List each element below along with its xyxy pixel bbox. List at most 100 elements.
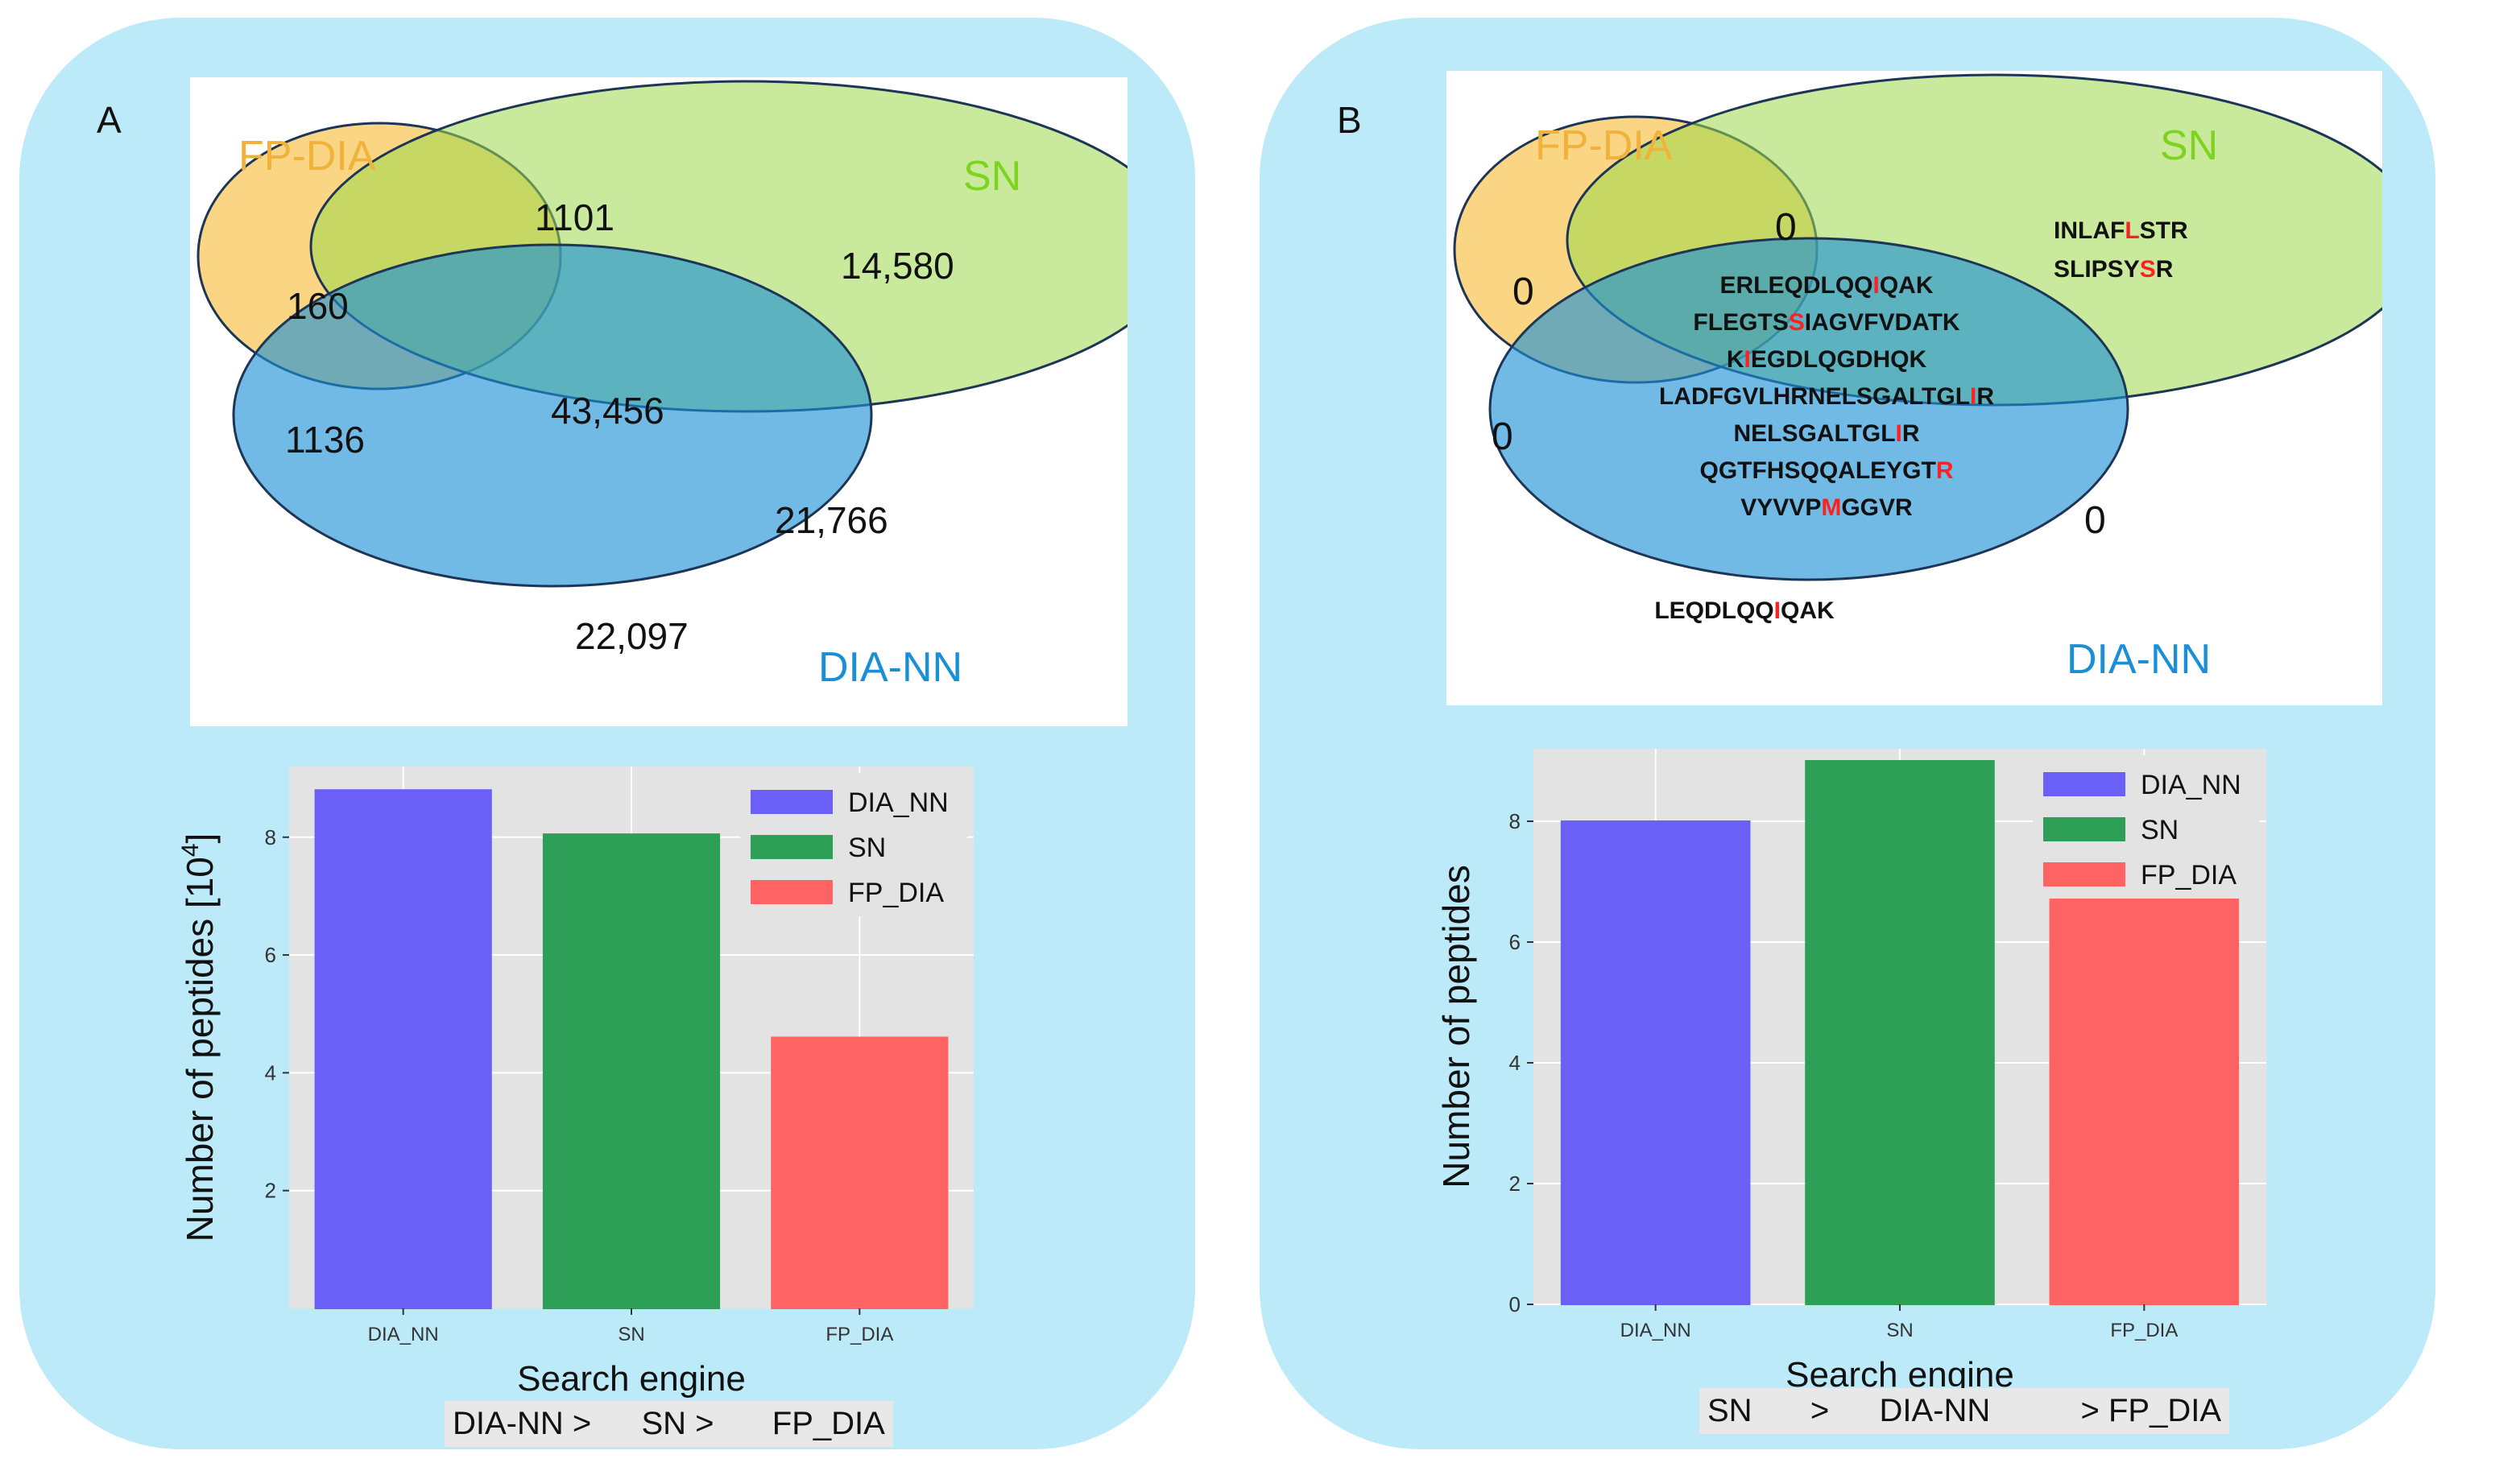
venn-diagram-a: FP-DIA SN DIA-NN 1101 14,580 160 43,456 … (197, 80, 1182, 691)
y-axis-label-text: Number of peptides [10 (179, 857, 221, 1242)
peptide-mutation: I (1970, 383, 1976, 410)
x-tick-label: DIA_NN (1620, 1320, 1691, 1341)
x-tick-label: SN (1886, 1320, 1913, 1341)
legend-swatch (2043, 817, 2125, 841)
peptide-segment: VYVVP (1740, 494, 1821, 521)
y-axis-label-bracket: ] (179, 833, 221, 844)
x-tick-label: DIA_NN (368, 1324, 439, 1345)
legend-swatch (2043, 862, 2125, 886)
peptide-segment: FLEGTS (1693, 309, 1788, 336)
peptide-mutation: S (2140, 256, 2156, 283)
peptide-mutation: L (2125, 217, 2139, 244)
venn-label-dia-nn: DIA-NN (818, 644, 962, 691)
venn-dia-only-peptides: LEQDLQQIQAK (1654, 597, 1835, 624)
venn-region-sn-dia: 21,766 (775, 499, 888, 541)
peptide-sequence: LADFGVLHRNELSGALTGLIR (1659, 383, 1994, 410)
peptide-segment: ERLEQDLQQ (1719, 272, 1872, 299)
panel-b: B FP-DIA SN DIA-NN 0 0 0 0 INLAFLSTR SLIP… (1260, 18, 2435, 1449)
bar-fp-dia (2049, 881, 2240, 1305)
peptide-sequence: ERLEQDLQQIQAK (1719, 272, 1933, 299)
peptide-segment: IAGVFVDATK (1805, 309, 1960, 336)
venn-diagram-b: FP-DIA SN DIA-NN 0 0 0 0 INLAFLSTRSLIPSY… (1453, 73, 2423, 683)
venn-region-fp-sn: 0 (1775, 206, 1797, 249)
peptide-sequence: NELSGALTGLIR (1733, 420, 1919, 447)
peptide-segment: K (1727, 346, 1744, 373)
peptide-mutation: I (1873, 272, 1880, 299)
legend-label: DIA_NN (848, 787, 949, 818)
venn-region-all: 43,456 (551, 390, 664, 432)
peptide-mutation: S (1789, 309, 1805, 336)
peptide-mutation: I (1744, 346, 1750, 373)
x-tick-label: SN (618, 1324, 644, 1345)
venn-region-dia-only: 22,097 (575, 615, 689, 657)
y-tick-label: 2 (265, 1179, 276, 1203)
y-axis-label-text: Number of peptides (1435, 865, 1477, 1188)
peptide-segment: QGTFHSQQALEYGT (1699, 457, 1935, 484)
peptide-segment: STR (2140, 217, 2188, 244)
x-axis-label: Search engine (517, 1359, 746, 1399)
peptide-sequence: FLEGTSSIAGVFVDATK (1693, 309, 1959, 336)
venn-region-sn-dia: 0 (2084, 499, 2106, 542)
peptide-segment: R (1976, 383, 1994, 410)
y-tick-label: 4 (265, 1060, 276, 1085)
venn-box-b: FP-DIA SN DIA-NN 0 0 0 0 INLAFLSTR SLIPSY… (1446, 71, 2423, 705)
venn-ellipse-dia-nn (232, 243, 873, 588)
bar-fp-dia (771, 1036, 949, 1309)
y-tick-label: 6 (265, 943, 276, 967)
bar-chart-a: 2 4 6 8 DIA_NN SN FP_DIA Search engine Number of… (177, 767, 974, 1399)
legend-label: FP_DIA (848, 878, 944, 908)
peptide-segment: NELSGALTGL (1733, 420, 1895, 447)
peptide-segment: GGVR (1841, 494, 1913, 521)
legend-swatch (751, 790, 833, 814)
y-axis-label-exponent: 4 (177, 843, 204, 857)
venn-label-sn: SN (2160, 122, 2218, 169)
ranking-b-3: DIA-NN (1879, 1393, 1991, 1428)
peptide-sequence: VYVVPMGGVR (1740, 494, 1913, 521)
y-tick-label: 6 (1509, 930, 1521, 954)
bar-sn (542, 833, 721, 1309)
y-tick-label: 4 (1509, 1051, 1521, 1075)
ranking-a-3: FP_DIA (772, 1406, 885, 1441)
ranking-a-2: SN > (641, 1406, 714, 1441)
x-axis-label: Search engine (1786, 1355, 2014, 1395)
peptide-segment: QAK (1781, 597, 1835, 624)
venn-box-a: FP-DIA SN DIA-NN 1101 14,580 160 43,456 … (190, 77, 1182, 726)
legend-label: SN (848, 833, 886, 863)
legend-label: SN (2141, 815, 2179, 845)
peptide-segment: SLIPSY (2054, 256, 2140, 283)
venn-label-sn: SN (963, 153, 1021, 200)
ranking-b-1: SN (1707, 1393, 1752, 1428)
venn-label-dia-nn: DIA-NN (2067, 636, 2211, 683)
peptide-segment: R (2156, 256, 2174, 283)
venn-region-fp-sn: 1101 (535, 196, 614, 238)
y-axis-label: Number of peptides (1435, 865, 1477, 1188)
peptide-segment: R (1902, 420, 1920, 447)
legend-swatch (751, 880, 833, 904)
venn-region-fp-only: 160 (287, 285, 349, 327)
bar-dia-nn (1560, 820, 1751, 1305)
venn-region-fp-dia: 1136 (285, 419, 365, 461)
peptide-segment: EGDLQGDHQK (1751, 346, 1927, 373)
y-tick-label: 8 (265, 825, 276, 849)
bar-sn (1805, 760, 1995, 1305)
x-tick-label: FP_DIA (2110, 1320, 2178, 1341)
y-axis-label: Number of peptides [104] (177, 833, 221, 1242)
venn-shared-peptides: ERLEQDLQQIQAKFLEGTSSIAGVFVDATKKIEGDLQGDH… (1659, 272, 1994, 521)
ranking-b-5: FP_DIA (2108, 1393, 2221, 1428)
peptide-sequence: QGTFHSQQALEYGTR (1699, 457, 1953, 484)
legend-label: DIA_NN (2141, 770, 2241, 800)
peptide-segment: QAK (1880, 272, 1934, 299)
legend-swatch (751, 835, 833, 859)
legend-label: FP_DIA (2141, 860, 2237, 891)
peptide-sequence: SLIPSYSR (2054, 256, 2174, 283)
legend-swatch (2043, 772, 2125, 796)
panel-letter-b: B (1337, 99, 1362, 141)
y-tick-label: 8 (1509, 809, 1521, 833)
bar-chart-b: 0 2 4 6 8 DIA_NN SN FP_DIA Search engine Number o… (1435, 749, 2266, 1395)
ranking-b-4: > (2080, 1393, 2100, 1428)
peptide-segment: LEQDLQQ (1654, 597, 1773, 624)
panel-a: A FP-DIA SN DIA-NN 1101 14,580 160 43,45… (19, 18, 1195, 1449)
peptide-mutation: M (1821, 494, 1841, 521)
y-tick-label: 0 (1509, 1292, 1521, 1316)
